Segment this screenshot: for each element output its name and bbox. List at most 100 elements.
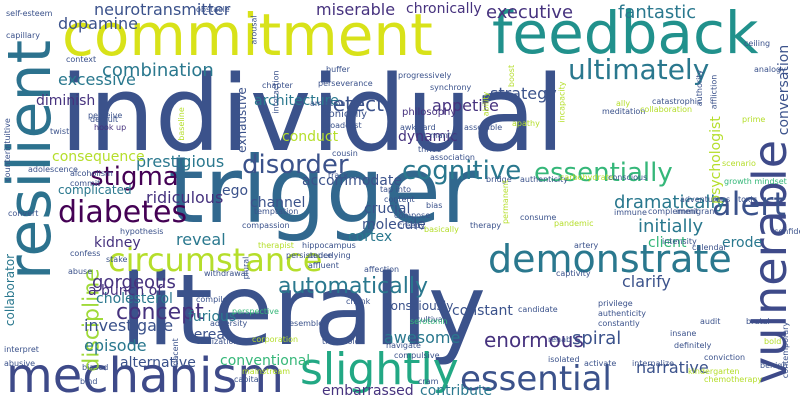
word-chronically: chronically: [406, 1, 482, 17]
word-compile: compile: [196, 295, 228, 304]
word-bias: bias: [426, 201, 443, 210]
word-apathy: apathy: [512, 119, 540, 128]
word-meditation: meditation: [602, 107, 646, 116]
word-affection: affection: [364, 265, 400, 274]
word-cereal: cereal: [186, 327, 229, 343]
word-crucial: crucial: [364, 201, 411, 217]
word-kindergarten: kindergarten: [688, 367, 740, 376]
word-interpret: interpret: [4, 345, 39, 354]
word-therapist: therapist: [258, 241, 294, 250]
word-association: association: [430, 153, 475, 162]
word-creepy: creepy: [398, 221, 426, 230]
word-feedback: feedback: [492, 0, 759, 67]
word-chemotherapy: chemotherapy: [704, 375, 763, 384]
word-prestigious: prestigious: [136, 152, 225, 171]
word-architecture: architecture: [254, 93, 339, 109]
word-reveal: reveal: [176, 230, 226, 249]
word-enormous: enormous: [484, 328, 584, 352]
word-narrative: narrative: [636, 358, 709, 377]
word-complement: complement: [648, 207, 699, 216]
word-boost: boost: [507, 64, 517, 88]
word-scenario: scenario: [722, 159, 756, 168]
word-furious: furious: [188, 309, 237, 325]
word-initially: initially: [638, 216, 704, 237]
word-neurotransmitter: neurotransmitter: [94, 0, 231, 19]
word-arousal: arousal: [249, 15, 259, 45]
word-demonstrate: demonstrate: [488, 237, 732, 281]
word-perspective: perspective: [232, 307, 279, 316]
word-client: client: [648, 235, 687, 251]
word-a-bunch-of: a bunch of: [88, 283, 163, 299]
word-bridge: bridge: [486, 175, 512, 184]
word-compulsive: compulsive: [394, 351, 440, 360]
word-internalize: internalize: [632, 359, 675, 368]
word-psychologist: psychologist: [707, 116, 724, 204]
word-abuse: abuse: [68, 267, 93, 276]
word-perseverance: perseverance: [318, 79, 373, 88]
word-incapacity: incapacity: [557, 81, 567, 123]
word-cortex: cortex: [348, 229, 393, 245]
word-ally: ally: [616, 99, 631, 108]
word-isolated: isolated: [548, 355, 580, 364]
word-default: default: [90, 115, 119, 124]
word-bold: bold: [764, 337, 782, 346]
word-collaborator: collaborator: [3, 253, 18, 327]
word-confide: confide: [774, 227, 800, 236]
word-resemble: resemble: [286, 319, 324, 328]
word-authority: authority: [695, 69, 705, 107]
word-abusive: abusive: [4, 359, 36, 368]
word-adversity: adversity: [210, 319, 248, 328]
word-bind: bind: [80, 377, 98, 386]
word-mantra: mantra: [430, 131, 460, 140]
word-collaboration: collaboration: [640, 105, 693, 114]
word-authenticity: authenticity: [598, 309, 647, 318]
word-insane: insane: [670, 329, 697, 338]
word-accommodate: accommodate: [302, 173, 402, 189]
word-twist: twist: [50, 127, 70, 136]
word-analogy: analogy: [754, 65, 786, 74]
word-serotonin: serotonin: [410, 317, 448, 326]
word-stigma: stigma: [90, 162, 179, 192]
word-individual: individual: [60, 53, 565, 175]
word-progressively: progressively: [398, 71, 452, 80]
word-gorgeous: gorgeous: [92, 272, 176, 293]
word-content: content: [384, 195, 415, 204]
word-automatically: automatically: [278, 274, 428, 299]
word-exhaustive: exhaustive: [234, 87, 249, 153]
word-tap-into: tap into: [380, 185, 411, 194]
word-diminish: diminish: [36, 93, 96, 109]
word-investigate: investigate: [84, 316, 174, 335]
word-dopamine: dopamine: [58, 14, 138, 33]
word-capital: capital: [234, 375, 261, 384]
word-clarify: clarify: [622, 272, 671, 291]
word-dynamic: dynamic: [398, 129, 458, 145]
word-executive: executive: [486, 2, 574, 23]
word-constantly: constantly: [598, 319, 640, 328]
word-definitely: definitely: [674, 341, 712, 350]
word-corporation: corporation: [252, 335, 299, 344]
word-permanent: permanent: [501, 179, 511, 225]
word-consequence: consequence: [52, 149, 145, 165]
word-calendar: calendar: [692, 243, 727, 252]
word-pandemic: pandemic: [554, 219, 594, 228]
word-persistence: persistence: [286, 251, 333, 260]
word-immune: immune: [614, 208, 647, 217]
word-appetite: appetite: [432, 96, 499, 115]
word-activate: activate: [584, 359, 617, 368]
word-philosophy: philosophy: [402, 107, 457, 118]
word-underlying: underlying: [308, 251, 351, 260]
word-essentially: essentially: [534, 158, 673, 188]
word-concept: concept: [116, 300, 204, 325]
word-conversation: conversation: [776, 44, 793, 136]
word-growth-mindset: growth mindset: [724, 177, 787, 186]
word-captivity: captivity: [556, 269, 591, 278]
word-compassion: compassion: [242, 221, 290, 230]
word-consume: consume: [520, 213, 557, 222]
word-mechanism: mechanism: [6, 348, 285, 400]
word-threshold: threshold: [322, 337, 360, 346]
word-mainstream: mainstream: [242, 367, 291, 376]
word-literally: literally: [120, 254, 486, 368]
word-spiral: spiral: [572, 328, 622, 349]
word-molecule: molecule: [362, 217, 426, 233]
word-immigrant: immigrant: [676, 207, 718, 216]
